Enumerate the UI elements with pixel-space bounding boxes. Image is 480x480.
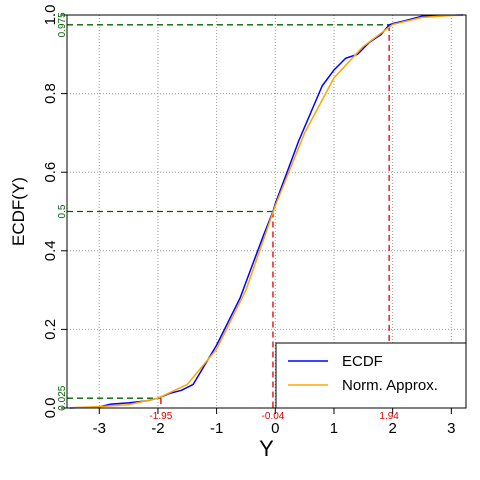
reference-labels: 0.975 1.94 0.5 -0.04 0.025 -1.95 bbox=[57, 12, 399, 422]
x-tick-label-0: -3 bbox=[93, 420, 106, 437]
legend-label-ecdf: ECDF bbox=[342, 353, 383, 370]
legend: ECDF Norm. Approx. bbox=[275, 342, 467, 409]
y-axis-title: ECDF(Y) bbox=[9, 177, 28, 246]
reference-label-x-1: -0.04 bbox=[262, 411, 285, 422]
reference-label-x-2: -1.95 bbox=[149, 411, 172, 422]
x-tick-label-1: -2 bbox=[151, 420, 164, 437]
y-tick-label-0: 0.0 bbox=[42, 398, 59, 419]
plot-frame bbox=[66, 14, 467, 409]
series-line-norm-approx bbox=[69, 14, 464, 409]
legend-box bbox=[275, 342, 467, 409]
y-tick-label-5: 1.0 bbox=[42, 5, 59, 26]
x-axis-title: Y bbox=[259, 436, 274, 461]
reference-label-x-0: 1.94 bbox=[379, 411, 399, 422]
legend-label-norm-approx: Norm. Approx. bbox=[342, 377, 438, 394]
series-lines bbox=[69, 14, 464, 409]
reference-label-y-0: 0.975 bbox=[57, 12, 68, 37]
y-tick-label-4: 0.8 bbox=[42, 83, 59, 104]
reference-lines bbox=[67, 24, 390, 408]
x-tick-label-3: 0 bbox=[271, 420, 279, 437]
x-tick-label-2: -1 bbox=[210, 420, 223, 437]
axis-ticks: -3 -2 -1 0 1 2 3 0.0 0.2 0.4 0.6 0.8 1.0 bbox=[42, 5, 456, 437]
reference-label-y-1: 0.5 bbox=[57, 204, 68, 218]
y-tick-label-2: 0.4 bbox=[42, 240, 59, 261]
x-tick-label-4: 1 bbox=[330, 420, 338, 437]
y-tick-label-3: 0.6 bbox=[42, 162, 59, 183]
x-tick-label-5: 2 bbox=[388, 420, 396, 437]
x-tick-label-6: 3 bbox=[447, 420, 455, 437]
y-tick-label-1: 0.2 bbox=[42, 319, 59, 340]
reference-label-y-2: 0.025 bbox=[57, 385, 68, 410]
